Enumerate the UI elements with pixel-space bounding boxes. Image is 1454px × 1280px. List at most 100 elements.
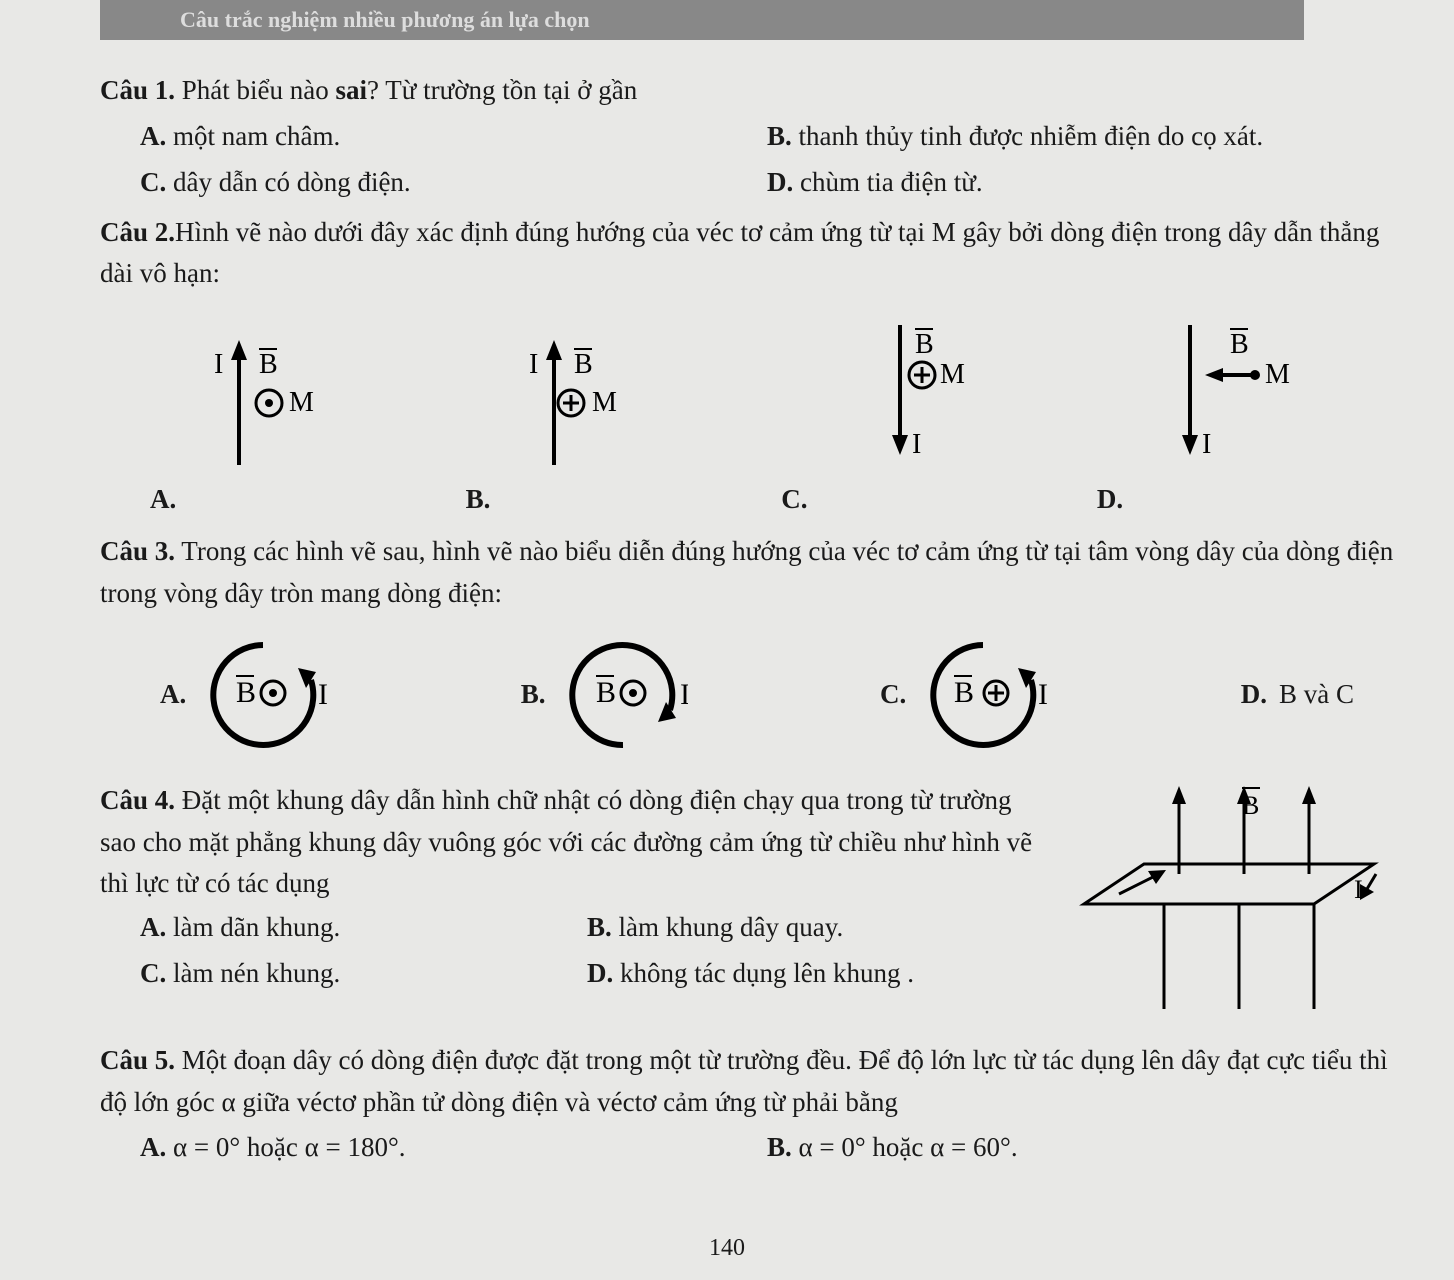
- q3-labelA: A.: [160, 674, 186, 716]
- q4-block: Câu 4. Đặt một khung dây dẫn hình chữ nh…: [100, 774, 1394, 1034]
- q4-optA: A. làm dãn khung.: [140, 905, 587, 951]
- q4-optB: B. làm khung dây quay.: [587, 905, 1034, 951]
- q2-diagA: I B M A.: [140, 325, 407, 521]
- q1-options: A. một nam châm. B. thanh thủy tinh được…: [140, 114, 1394, 206]
- svg-text:I: I: [214, 349, 223, 380]
- q1-optB-text: thanh thủy tinh được nhiễm điện do cọ xá…: [792, 121, 1263, 151]
- q1-text-b: ? Từ trường tồn tại ở gần: [367, 75, 637, 105]
- svg-text:I: I: [318, 678, 328, 711]
- svg-text:I: I: [680, 678, 688, 711]
- q4-number: Câu 4.: [100, 785, 175, 815]
- svg-text:M: M: [1265, 359, 1290, 390]
- q4-text: Đặt một khung dây dẫn hình chữ nhật có d…: [100, 785, 1032, 899]
- section-banner: Câu trắc nghiệm nhiều phương án lựa chọn: [100, 0, 1304, 40]
- q1-optB: B. thanh thủy tinh được nhiễm điện do cọ…: [767, 114, 1394, 160]
- svg-text:B: B: [915, 329, 934, 360]
- q4-diagram-svg: I B: [1064, 774, 1394, 1034]
- q4-optC-label: C.: [140, 958, 166, 988]
- svg-text:I: I: [1038, 678, 1048, 711]
- svg-text:B: B: [259, 349, 278, 380]
- q5-options: A. α = 0° hoặc α = 180°. B. α = 0° hoặc …: [140, 1125, 1394, 1171]
- q4-optB-label: B.: [587, 912, 612, 942]
- q5-number: Câu 5.: [100, 1045, 175, 1075]
- q1-optD-label: D.: [767, 167, 793, 197]
- q2-diagB-svg: I B M: [514, 325, 664, 475]
- q3-text: Trong các hình vẽ sau, hình vẽ nào biểu …: [100, 536, 1393, 608]
- q4-optB-text: làm khung dây quay.: [612, 912, 843, 942]
- q3-diagA-svg: B I: [198, 630, 328, 760]
- svg-text:B: B: [574, 349, 593, 380]
- q1-optA-text: một nam châm.: [166, 121, 340, 151]
- q2-stem: Câu 2.Hình vẽ nào dưới đây xác định đúng…: [100, 212, 1394, 296]
- q4-optC: C. làm nén khung.: [140, 951, 587, 997]
- q3-labelB: B.: [521, 674, 546, 716]
- q2-labelD: D.: [1097, 479, 1123, 521]
- q3-optA: A. B I: [160, 630, 328, 760]
- q5-stem: Câu 5. Một đoạn dây có dòng điện được đặ…: [100, 1040, 1394, 1124]
- q4-optD: D. không tác dụng lên khung .: [587, 951, 1034, 997]
- textbook-page: 1 Câu trắc nghiệm nhiều phương án lựa ch…: [0, 0, 1454, 1280]
- q4-optC-text: làm nén khung.: [166, 958, 340, 988]
- q1-optD: D. chùm tia điện từ.: [767, 160, 1394, 206]
- svg-text:I: I: [529, 349, 538, 380]
- svg-text:B: B: [236, 676, 256, 709]
- q1-optC-text: dây dẫn có dòng điện.: [166, 167, 410, 197]
- q1-stem: Câu 1. Phát biểu nào sai? Từ trường tồn …: [100, 70, 1394, 112]
- q2-diagD: I B M D.: [1087, 315, 1354, 521]
- q4-stem: Câu 4. Đặt một khung dây dẫn hình chữ nh…: [100, 780, 1034, 906]
- svg-text:M: M: [592, 387, 617, 418]
- q2-text: Hình vẽ nào dưới đây xác định đúng hướng…: [100, 217, 1379, 289]
- q1-sai: sai: [336, 75, 368, 105]
- q4-optA-label: A.: [140, 912, 166, 942]
- svg-text:B: B: [1230, 329, 1249, 360]
- svg-text:B: B: [954, 676, 974, 709]
- svg-text:I: I: [912, 429, 921, 460]
- q5-text: Một đoạn dây có dòng điện được đặt trong…: [100, 1045, 1388, 1117]
- svg-text:B: B: [596, 676, 616, 709]
- q1-optB-label: B.: [767, 121, 792, 151]
- q4-optA-text: làm dãn khung.: [166, 912, 340, 942]
- q3-stem: Câu 3. Trong các hình vẽ sau, hình vẽ nà…: [100, 531, 1394, 615]
- q2-diagrams: I B M A. I B: [140, 315, 1354, 521]
- q4-text-area: Câu 4. Đặt một khung dây dẫn hình chữ nh…: [100, 774, 1034, 997]
- q2-diagB: I B M B.: [456, 325, 723, 521]
- q2-diagD-svg: I B M: [1135, 315, 1305, 475]
- q2-diagC-svg: I B M: [830, 315, 980, 475]
- svg-text:I: I: [1202, 429, 1211, 460]
- q3-labelD: D.: [1241, 674, 1267, 716]
- page-number: 140: [0, 1235, 1454, 1262]
- q5-optB: B. α = 0° hoặc α = 60°.: [767, 1125, 1394, 1171]
- q2-diagA-svg: I B M: [199, 325, 349, 475]
- svg-text:B: B: [1242, 791, 1259, 820]
- q1-text-a: Phát biểu nào: [175, 75, 335, 105]
- q3-labelC: C.: [880, 674, 906, 716]
- q2-labelB: B.: [466, 479, 491, 521]
- q3-optD-text: B và C: [1279, 674, 1354, 716]
- q1-optA: A. một nam châm.: [140, 114, 767, 160]
- q5-optB-text: α = 0° hoặc α = 60°.: [792, 1132, 1018, 1162]
- q1-optA-label: A.: [140, 121, 166, 151]
- q1-optD-text: chùm tia điện từ.: [793, 167, 982, 197]
- q3-optD: D. B và C: [1241, 674, 1354, 716]
- q3-optB: B. B I: [521, 630, 688, 760]
- q3-diagB-svg: B I: [558, 630, 688, 760]
- q1-optC-label: C.: [140, 167, 166, 197]
- content-area: Câu 1. Phát biểu nào sai? Từ trường tồn …: [100, 70, 1394, 1171]
- q1-optC: C. dây dẫn có dòng điện.: [140, 160, 767, 206]
- q2-diagC: I B M C.: [771, 315, 1038, 521]
- q5-optA: A. α = 0° hoặc α = 180°.: [140, 1125, 767, 1171]
- q3-number: Câu 3.: [100, 536, 175, 566]
- q3-diagrams: A. B I B. B: [160, 630, 1354, 760]
- svg-text:M: M: [289, 387, 314, 418]
- q5-optA-label: A.: [140, 1132, 166, 1162]
- q4-optD-label: D.: [587, 958, 613, 988]
- q3-diagC-svg: B I: [918, 630, 1048, 760]
- q3-optC: C. B I: [880, 630, 1048, 760]
- q4-optD-text: không tác dụng lên khung .: [613, 958, 914, 988]
- q2-labelC: C.: [781, 479, 807, 521]
- q5-optB-label: B.: [767, 1132, 792, 1162]
- q4-options: A. làm dãn khung. B. làm khung dây quay.…: [140, 905, 1034, 997]
- q1-number: Câu 1.: [100, 75, 175, 105]
- q5-optA-text: α = 0° hoặc α = 180°.: [166, 1132, 405, 1162]
- q2-labelA: A.: [150, 479, 176, 521]
